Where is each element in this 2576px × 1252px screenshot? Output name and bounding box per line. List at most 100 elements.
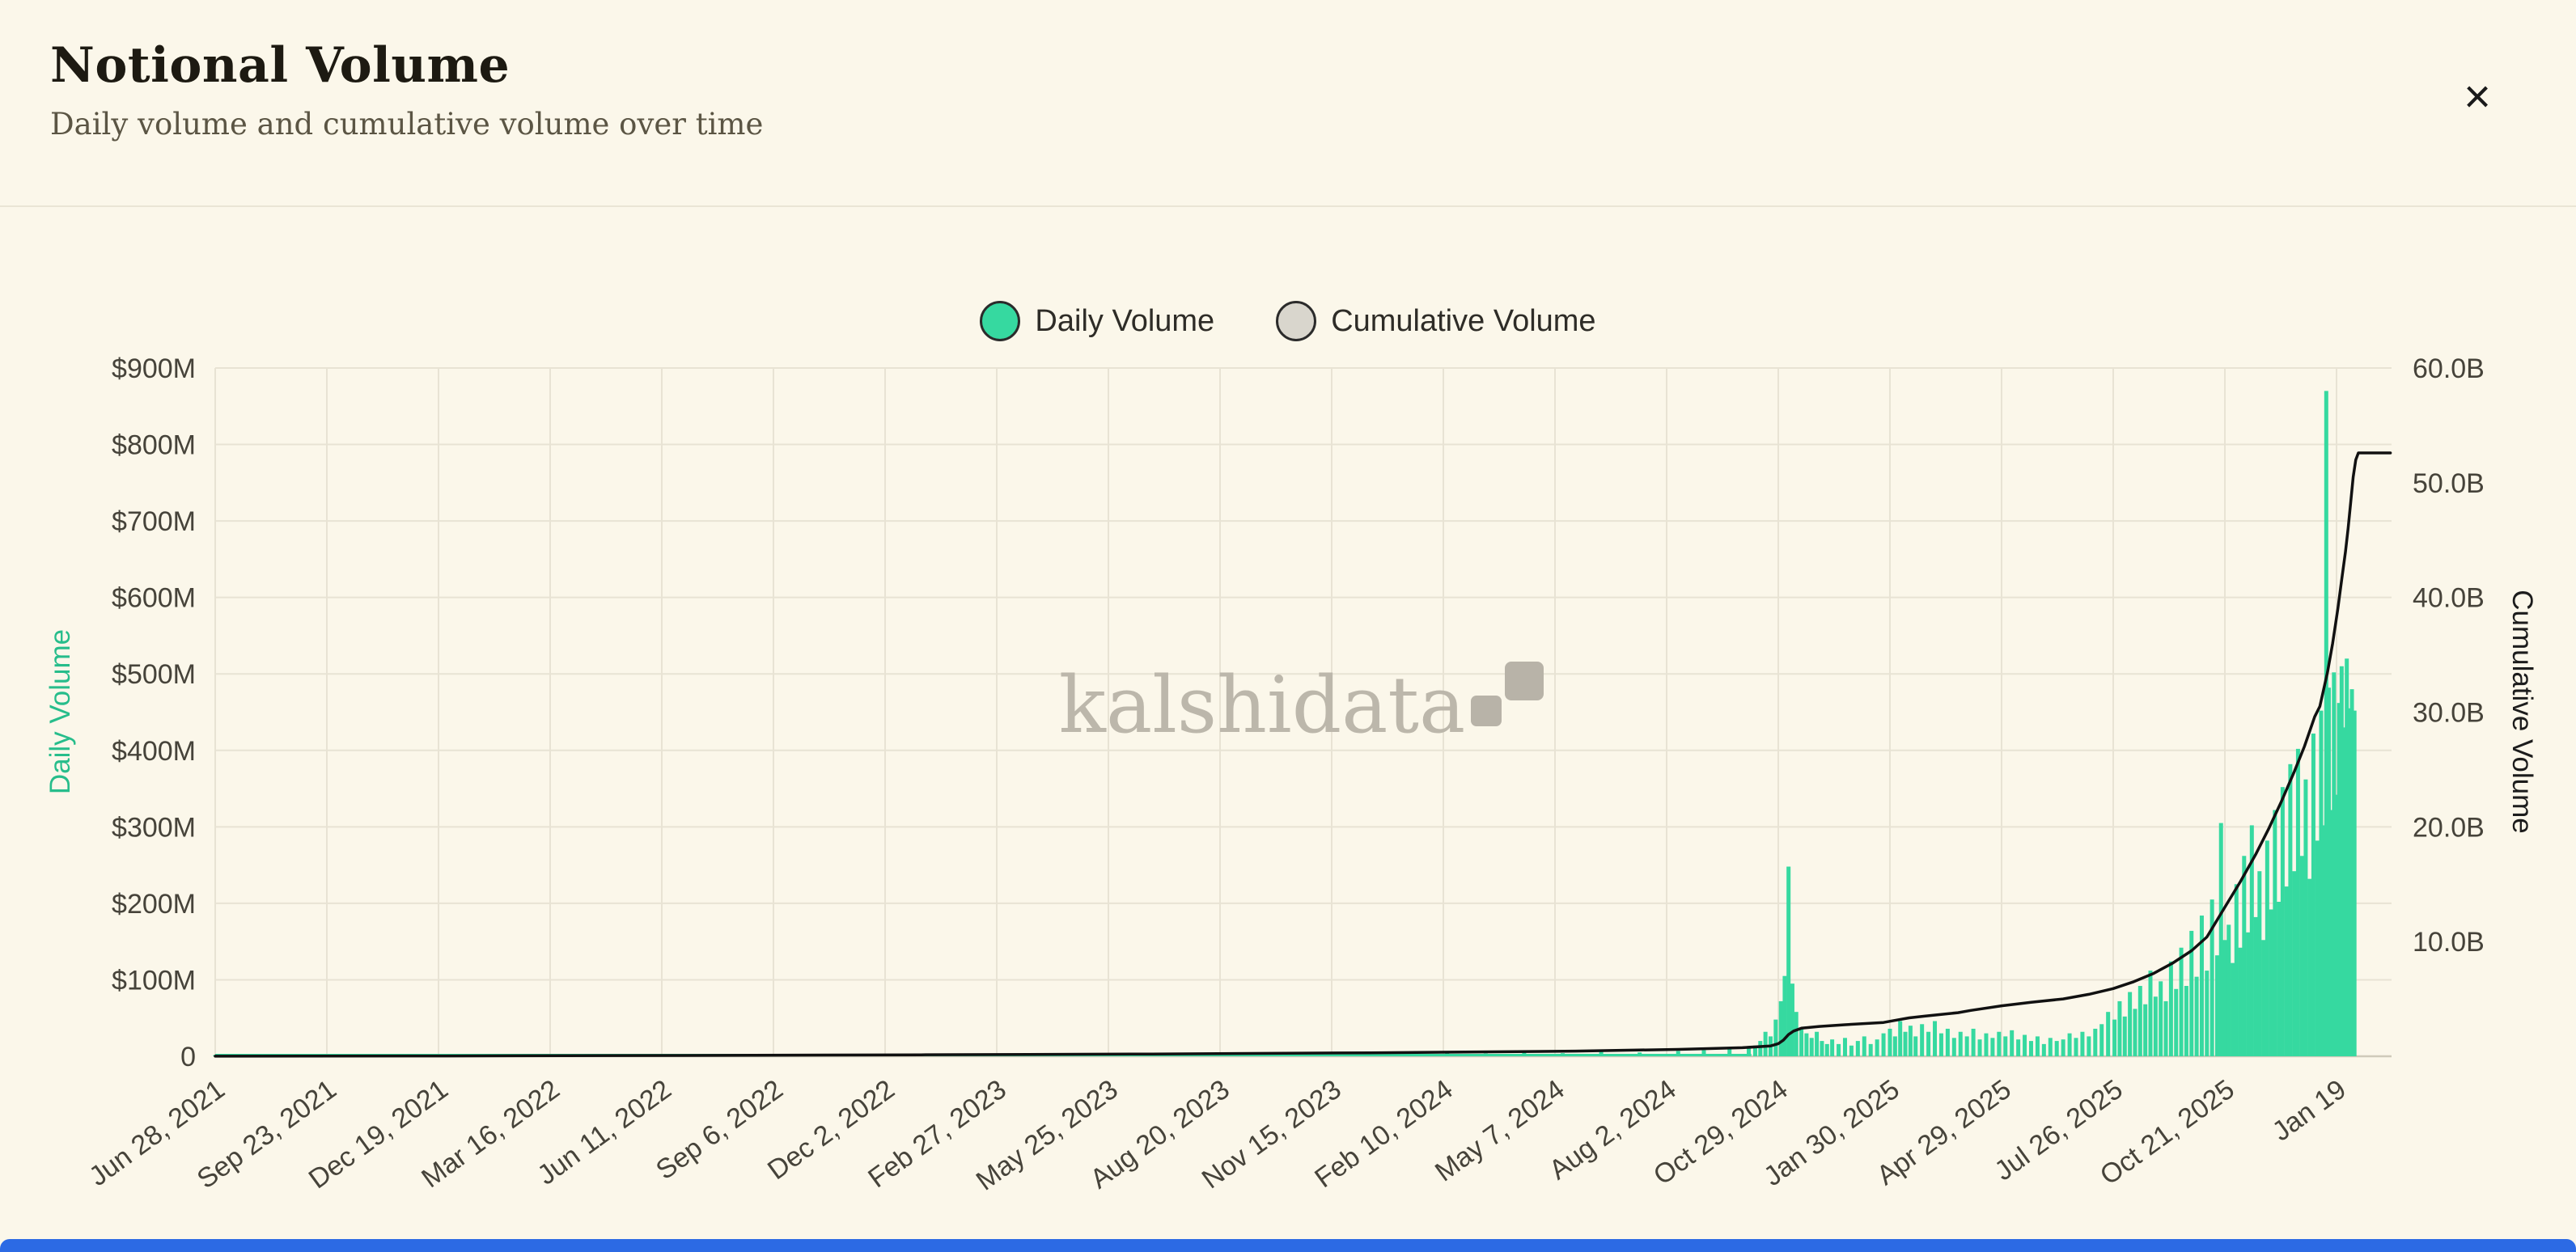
daily-volume-bar bbox=[2349, 689, 2354, 1056]
daily-volume-bar bbox=[1926, 1031, 1931, 1056]
daily-volume-bar bbox=[2339, 666, 2344, 1056]
daily-volume-bar bbox=[2010, 1030, 2015, 1056]
daily-volume-bar bbox=[1561, 1053, 1566, 1056]
daily-volume-bar bbox=[2128, 992, 2133, 1056]
daily-volume-bar bbox=[2234, 884, 2239, 1056]
daily-volume-bar bbox=[2003, 1036, 2008, 1056]
daily-volume-bar bbox=[2168, 961, 2173, 1056]
daily-volume-bar bbox=[1990, 1038, 1995, 1056]
daily-volume-bar bbox=[1809, 1038, 1814, 1056]
daily-volume-bar bbox=[2067, 1033, 2072, 1056]
daily-volume-bar bbox=[1599, 1051, 1604, 1056]
daily-volume-bar bbox=[1290, 1053, 1295, 1056]
daily-volume-bar bbox=[1329, 1054, 1334, 1056]
daily-volume-bar bbox=[2303, 779, 2308, 1056]
daily-volume-bar bbox=[2231, 962, 2235, 1056]
daily-volume-bar bbox=[2280, 787, 2285, 1056]
daily-volume-bar bbox=[1933, 1021, 1938, 1056]
daily-volume-bar bbox=[1252, 1054, 1257, 1056]
y-left-tick-label: 0 bbox=[180, 1042, 196, 1072]
daily-volume-bar bbox=[1892, 1036, 1897, 1056]
daily-volume-bar bbox=[2253, 916, 2258, 1056]
daily-volume-bar bbox=[1815, 1031, 1820, 1056]
daily-volume-bar bbox=[2087, 1036, 2091, 1056]
daily-volume-bar bbox=[1908, 1026, 1913, 1056]
daily-volume-bar bbox=[2238, 947, 2243, 1056]
daily-volume-bar bbox=[2035, 1036, 2040, 1056]
daily-volume-bar bbox=[1747, 1047, 1752, 1056]
watermark-logo-icon bbox=[1471, 696, 1502, 726]
daily-volume-bar bbox=[2326, 687, 2331, 1056]
daily-volume-bar bbox=[1763, 1031, 1768, 1056]
daily-volume-bar bbox=[2028, 1041, 2033, 1056]
daily-volume-bar bbox=[1786, 866, 1791, 1056]
watermark: kalshidata bbox=[1059, 660, 1544, 751]
daily-volume-bar bbox=[2337, 703, 2341, 1056]
daily-volume-bar bbox=[1830, 1039, 1835, 1056]
daily-volume-bar bbox=[1958, 1031, 1963, 1056]
daily-volume-bar bbox=[1790, 983, 1794, 1056]
close-button[interactable]: × bbox=[2448, 68, 2506, 126]
daily-volume-bar bbox=[1676, 1051, 1680, 1056]
daily-volume-bar bbox=[2106, 1012, 2111, 1056]
daily-volume-bar bbox=[2319, 710, 2324, 1056]
daily-volume-bar bbox=[2273, 810, 2277, 1056]
daily-volume-bar bbox=[2093, 1028, 2098, 1056]
daily-volume-bar bbox=[1920, 1024, 1925, 1056]
daily-volume-bar bbox=[1727, 1048, 1732, 1056]
y-left-tick-label: $200M bbox=[112, 889, 196, 920]
daily-volume-bar bbox=[1903, 1031, 1908, 1056]
daily-volume-bar bbox=[1368, 1053, 1373, 1056]
daily-volume-bar bbox=[1824, 1043, 1829, 1056]
daily-volume-bar bbox=[2288, 763, 2293, 1056]
daily-volume-bar bbox=[1794, 1012, 1799, 1056]
daily-volume-bar bbox=[2061, 1039, 2065, 1056]
daily-volume-bar bbox=[2334, 794, 2339, 1056]
daily-volume-bar bbox=[1881, 1033, 1886, 1056]
daily-volume-bar bbox=[2222, 940, 2227, 1056]
daily-volume-bar bbox=[1758, 1041, 1763, 1056]
y-right-tick-label: 60.0B bbox=[2413, 353, 2485, 384]
daily-volume-bar bbox=[2148, 971, 2153, 1056]
y-right-axis-title: Cumulative Volume bbox=[2506, 590, 2538, 834]
daily-volume-bar bbox=[2249, 825, 2254, 1056]
legend-item-daily-volume[interactable]: Daily Volume bbox=[980, 301, 1214, 341]
x-axis-tick-label: Jan 19 bbox=[2267, 1074, 2352, 1148]
daily-volume-bar bbox=[2329, 810, 2334, 1056]
bottom-blue-bar[interactable] bbox=[0, 1239, 2576, 1252]
y-right-tick-label: 30.0B bbox=[2413, 698, 2485, 729]
daily-volume-bar bbox=[2265, 840, 2269, 1056]
daily-volume-bar bbox=[2218, 823, 2223, 1056]
daily-volume-bar bbox=[2199, 916, 2204, 1056]
daily-volume-bar bbox=[2122, 1016, 2127, 1056]
cumulative-volume-line bbox=[214, 451, 2392, 1058]
daily-volume-bar bbox=[1855, 1041, 1860, 1056]
daily-volume-bar bbox=[2048, 1038, 2053, 1056]
daily-volume-bar bbox=[1997, 1031, 2002, 1056]
daily-volume-bar bbox=[1701, 1050, 1706, 1056]
daily-volume-bar bbox=[2205, 971, 2210, 1056]
y-left-tick-label: $500M bbox=[112, 659, 196, 690]
daily-volume-bar bbox=[2041, 1043, 2046, 1056]
watermark-logo-icon bbox=[1505, 662, 1544, 700]
y-right-tick-label: 50.0B bbox=[2413, 468, 2485, 499]
daily-volume-bar bbox=[1778, 1000, 1783, 1056]
daily-volume-bar bbox=[1868, 1043, 1873, 1056]
daily-volume-bar bbox=[1913, 1036, 1918, 1056]
daily-volume-bar bbox=[2159, 981, 2163, 1056]
legend-label: Cumulative Volume bbox=[1331, 303, 1596, 338]
y-right-tick-label: 20.0B bbox=[2413, 812, 2485, 843]
y-left-tick-label: $900M bbox=[112, 353, 196, 384]
daily-volume-bar bbox=[2324, 391, 2328, 1056]
daily-volume-bar bbox=[1406, 1053, 1411, 1056]
daily-volume-bar bbox=[2315, 840, 2320, 1056]
legend-item-cumulative-volume[interactable]: Cumulative Volume bbox=[1276, 301, 1596, 341]
y-left-tick-label: $600M bbox=[112, 583, 196, 614]
y-left-tick-label: $100M bbox=[112, 965, 196, 996]
daily-volume-bar bbox=[1483, 1053, 1488, 1056]
daily-volume-bar bbox=[2242, 856, 2247, 1056]
daily-volume-bar bbox=[1522, 1052, 1527, 1056]
daily-volume-bar bbox=[2194, 976, 2199, 1056]
